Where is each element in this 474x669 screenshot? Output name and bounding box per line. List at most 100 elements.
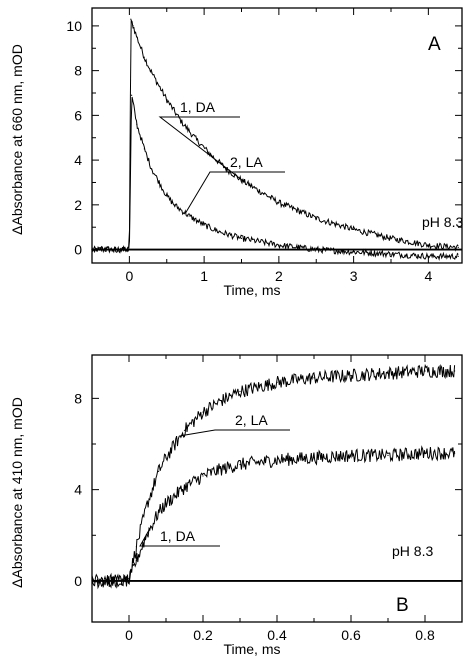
data-point (109, 580, 112, 582)
plot-frame (91, 7, 463, 264)
data-point (278, 202, 280, 204)
data-point (136, 36, 138, 38)
series-line-2-la (91, 363, 456, 589)
data-point (173, 204, 175, 206)
x-tick-label: 0.8 (415, 627, 435, 643)
data-point (143, 148, 145, 150)
data-point (239, 463, 241, 466)
data-point (454, 452, 456, 454)
x-axis-title: Time, ms (223, 641, 280, 657)
plot-frame (91, 354, 463, 623)
x-tick-label: 3 (350, 268, 358, 284)
data-point (390, 237, 392, 239)
data-point (313, 457, 315, 459)
data-point (151, 168, 153, 170)
label-leader-line (180, 429, 290, 437)
y-tick-label: 6 (74, 107, 82, 123)
data-point (424, 452, 426, 454)
y-axis-title: ΔAbsorbance at 410 nm, mOD (9, 397, 25, 588)
panel-label: B (396, 595, 409, 616)
y-tick-label: 8 (74, 63, 82, 79)
y-tick-label: 4 (74, 152, 82, 168)
data-point (313, 377, 315, 379)
data-point (350, 454, 352, 457)
data-point (166, 99, 168, 101)
data-point (135, 559, 137, 561)
series-line-2-la (91, 96, 459, 261)
y-tick-label: 10 (66, 18, 82, 34)
data-point (457, 246, 459, 248)
chart-panel-a: 0 1 2 3 4 0 2 4 6 8 10 Time, ms ΔAbsorbance at 660 n… (9, 7, 463, 298)
data-point (128, 580, 130, 582)
x-tick-label: 1 (200, 268, 208, 284)
data-point (427, 244, 429, 246)
data-point (158, 470, 160, 472)
data-point (91, 248, 93, 251)
x-tick-label: 4 (424, 268, 432, 284)
data-point (132, 25, 134, 27)
y-tick-label: 0 (74, 242, 82, 258)
data-point (158, 85, 160, 87)
data-point (239, 390, 241, 393)
data-point (276, 381, 278, 383)
data-point (196, 139, 198, 141)
data-point (135, 546, 137, 548)
data-point (203, 224, 205, 226)
chart-panel-b: 0 0.2 0.4 0.6 0.8 0 4 8 Time, ms ΔAbsorbance at 4… (9, 354, 463, 657)
data-point (202, 411, 204, 413)
series-label: 2, LA (235, 412, 268, 428)
data-point (218, 231, 220, 233)
data-point (136, 123, 138, 125)
panel-label: A (428, 34, 441, 55)
x-tick-label: 0 (125, 268, 133, 284)
data-point (183, 429, 186, 431)
y-tick-label: 2 (74, 197, 82, 213)
data-point (424, 370, 426, 372)
data-point (220, 468, 223, 470)
data-point (315, 217, 317, 219)
data-point (427, 255, 429, 257)
y-tick-label: 0 (74, 573, 82, 589)
series-line-1-da (91, 445, 456, 590)
x-tick-label: 0.2 (193, 627, 213, 643)
x-tick-label: 0.6 (341, 627, 361, 643)
data-point (151, 72, 153, 74)
data-point (350, 374, 352, 377)
label-leader-line (184, 171, 285, 214)
data-point (202, 475, 204, 477)
x-tick-label: 0 (125, 627, 133, 643)
data-point (387, 372, 389, 374)
data-point (91, 580, 93, 582)
data-point (128, 248, 130, 251)
data-point (166, 195, 168, 197)
data-point (158, 511, 160, 514)
x-tick-label: 0.4 (267, 627, 287, 643)
data-point (387, 454, 389, 457)
x-axis-title: Time, ms (223, 282, 280, 298)
data-point (353, 228, 355, 231)
y-axis-title: ΔAbsorbance at 660 nm, mOD (9, 44, 25, 235)
data-point (276, 459, 278, 461)
data-point (457, 255, 459, 257)
series-label: 1, DA (180, 99, 216, 115)
data-point (158, 181, 160, 184)
data-point (353, 251, 355, 253)
data-point (240, 237, 243, 239)
series-label: 2, LA (230, 154, 263, 170)
data-point (188, 215, 190, 217)
data-point (146, 502, 149, 504)
y-tick-label: 8 (74, 390, 82, 406)
data-point (165, 502, 167, 504)
data-point (263, 193, 265, 195)
data-point (390, 253, 392, 255)
data-point (130, 18, 132, 20)
data-point (165, 457, 167, 459)
data-point (315, 248, 317, 251)
data-point (181, 121, 183, 123)
y-tick-label: 4 (74, 482, 82, 498)
data-point (257, 386, 260, 388)
series-line-1-da (91, 18, 459, 254)
data-point (131, 94, 133, 96)
x-tick-label: 2 (275, 268, 283, 284)
